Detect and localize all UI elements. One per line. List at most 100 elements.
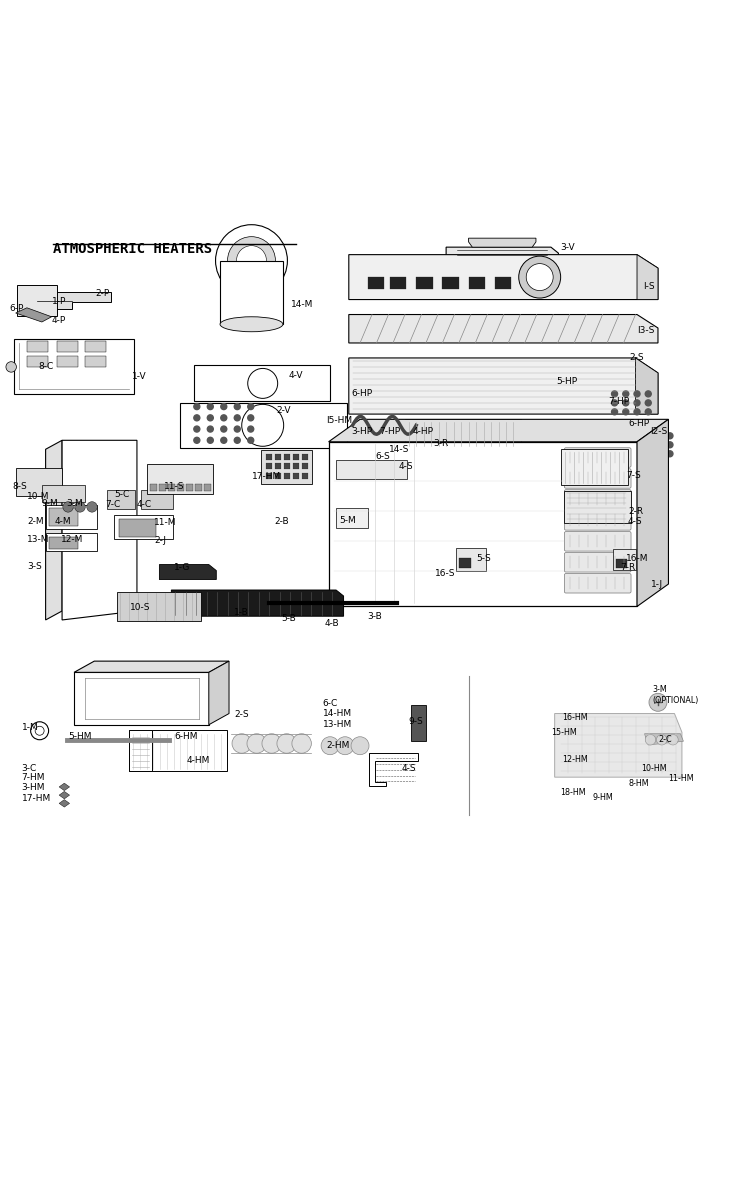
Bar <box>261 451 312 484</box>
Text: 4-S: 4-S <box>399 462 413 471</box>
Bar <box>50 508 78 526</box>
FancyBboxPatch shape <box>565 552 631 572</box>
Text: 5-HM: 5-HM <box>68 733 92 741</box>
Text: 7-R: 7-R <box>620 563 636 572</box>
Bar <box>416 277 433 289</box>
Text: 12-HM: 12-HM <box>562 755 588 764</box>
Bar <box>266 473 272 479</box>
Circle shape <box>667 433 673 439</box>
Polygon shape <box>637 255 658 300</box>
Text: 14-HM: 14-HM <box>322 709 352 718</box>
Circle shape <box>194 415 200 421</box>
Bar <box>302 464 308 470</box>
Bar <box>456 549 486 570</box>
Bar <box>85 342 106 353</box>
Text: 1-G: 1-G <box>174 563 190 572</box>
Text: 11-HM: 11-HM <box>668 774 694 783</box>
Bar <box>336 508 368 528</box>
Bar <box>204 484 211 491</box>
Text: 5-S: 5-S <box>476 554 490 563</box>
Text: 3-HM: 3-HM <box>22 783 45 792</box>
Circle shape <box>640 433 656 448</box>
Circle shape <box>635 442 641 448</box>
Circle shape <box>656 433 662 439</box>
Text: 2-M: 2-M <box>27 516 44 526</box>
Circle shape <box>194 427 200 433</box>
Text: 5-HP: 5-HP <box>556 378 578 386</box>
Circle shape <box>649 693 667 711</box>
Circle shape <box>646 442 652 448</box>
Circle shape <box>634 391 640 397</box>
Polygon shape <box>46 440 62 620</box>
Circle shape <box>277 734 296 753</box>
Text: 4-HP: 4-HP <box>413 427 434 436</box>
Bar <box>266 454 272 460</box>
Text: I2-S: I2-S <box>650 427 668 436</box>
Polygon shape <box>349 358 658 415</box>
Polygon shape <box>469 238 536 247</box>
Circle shape <box>63 502 74 513</box>
Bar <box>284 464 290 470</box>
Text: 11-S: 11-S <box>164 483 184 491</box>
Circle shape <box>220 415 226 421</box>
Text: 6-S: 6-S <box>375 452 390 461</box>
Text: 17-HM: 17-HM <box>251 472 280 480</box>
Circle shape <box>248 415 254 421</box>
Text: 16-M: 16-M <box>626 554 648 563</box>
Text: 4-S: 4-S <box>628 516 643 526</box>
Bar <box>561 449 628 485</box>
Polygon shape <box>59 783 70 791</box>
Bar <box>495 277 512 289</box>
Circle shape <box>232 734 251 753</box>
Text: 9-HM: 9-HM <box>592 792 613 802</box>
Bar <box>85 356 106 367</box>
Circle shape <box>622 391 628 397</box>
Text: 18-HM: 18-HM <box>561 788 586 797</box>
Text: 14-M: 14-M <box>291 300 314 308</box>
Text: I3-S: I3-S <box>637 326 655 336</box>
Bar <box>328 442 637 607</box>
Bar <box>27 356 48 367</box>
Text: 6-HP: 6-HP <box>351 390 372 398</box>
FancyBboxPatch shape <box>565 490 631 509</box>
Text: ATMOSPHERIC HEATERS: ATMOSPHERIC HEATERS <box>53 241 212 256</box>
FancyBboxPatch shape <box>565 510 631 531</box>
Polygon shape <box>74 661 229 673</box>
Text: 6-HP: 6-HP <box>628 419 650 428</box>
Polygon shape <box>117 592 201 621</box>
Bar <box>616 558 626 568</box>
Circle shape <box>87 502 98 513</box>
Circle shape <box>622 409 628 415</box>
Polygon shape <box>637 419 668 607</box>
Circle shape <box>629 433 644 448</box>
Circle shape <box>668 735 678 744</box>
Bar <box>50 537 78 549</box>
Circle shape <box>247 734 266 753</box>
Circle shape <box>215 225 287 296</box>
Circle shape <box>645 735 656 744</box>
Text: 2-J: 2-J <box>154 537 166 545</box>
Bar <box>368 277 384 289</box>
Circle shape <box>526 264 554 290</box>
Text: 15-HM: 15-HM <box>551 728 577 737</box>
Circle shape <box>656 735 667 744</box>
Text: 3-C: 3-C <box>22 764 37 773</box>
Polygon shape <box>172 590 344 617</box>
Bar <box>390 277 406 289</box>
Polygon shape <box>349 255 658 300</box>
Circle shape <box>336 737 354 755</box>
Circle shape <box>321 737 339 755</box>
Polygon shape <box>555 713 682 777</box>
Polygon shape <box>16 308 52 321</box>
Circle shape <box>227 237 275 284</box>
Text: 5-B: 5-B <box>281 614 296 623</box>
Circle shape <box>207 415 213 421</box>
Polygon shape <box>14 339 134 394</box>
Circle shape <box>646 451 652 456</box>
Text: 7-C: 7-C <box>106 501 121 509</box>
Bar <box>119 519 157 537</box>
Bar <box>564 491 631 522</box>
Text: 2-R: 2-R <box>628 507 644 516</box>
Circle shape <box>607 433 622 448</box>
Text: 16-S: 16-S <box>435 569 455 578</box>
